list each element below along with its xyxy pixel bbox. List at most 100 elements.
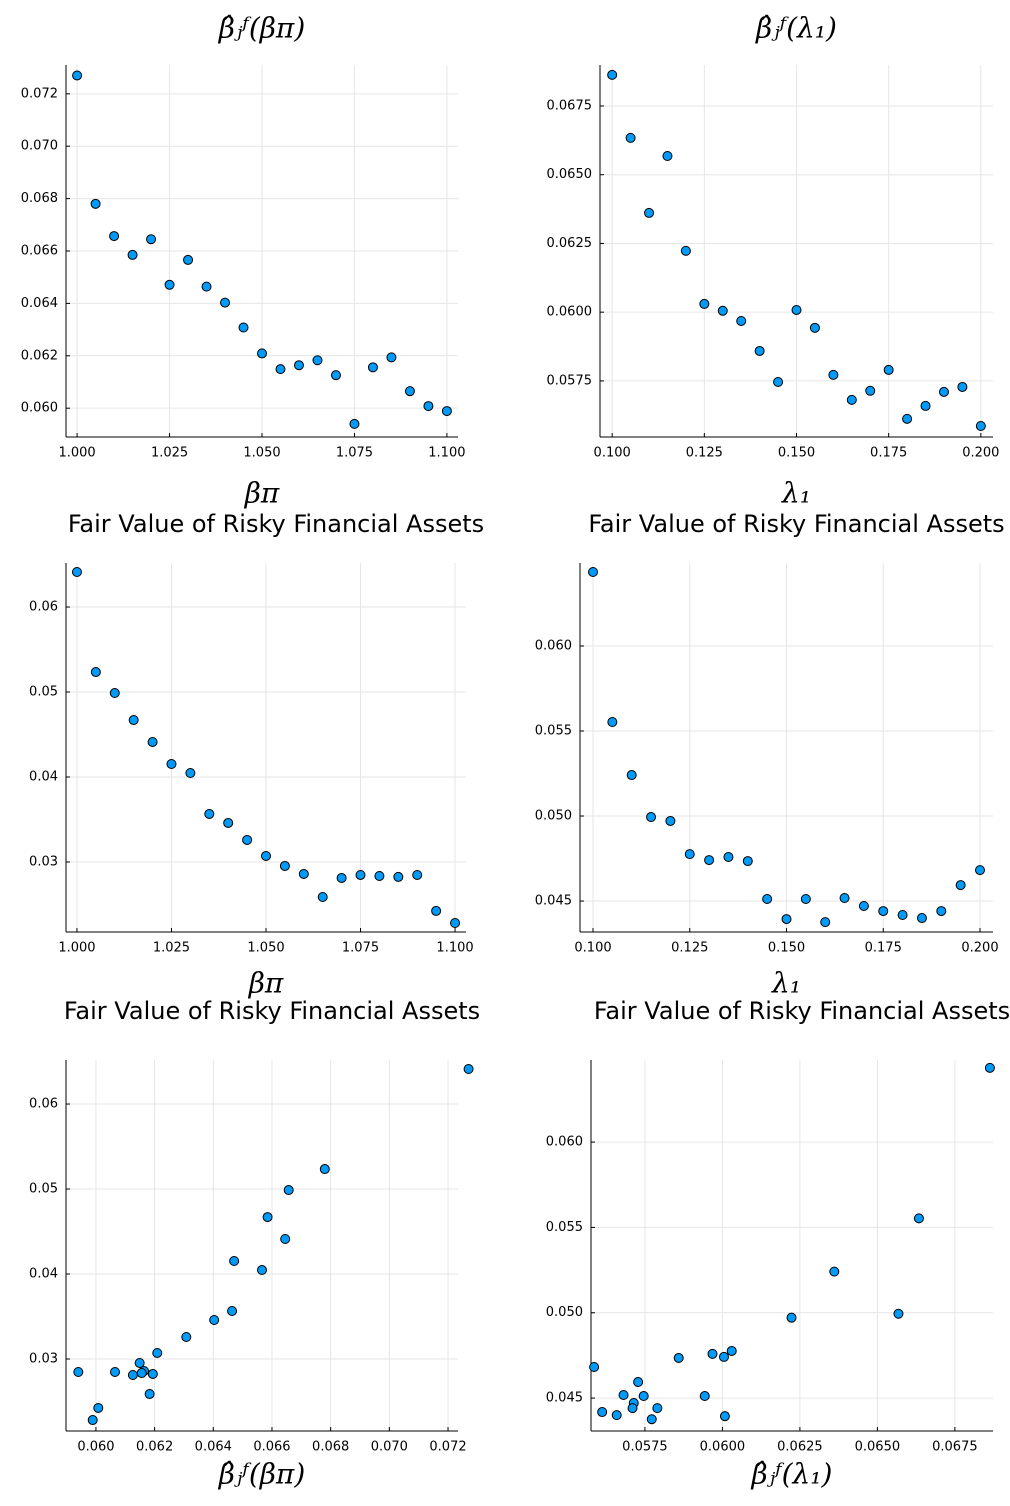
point [93, 1402, 104, 1413]
point [450, 917, 461, 928]
point [902, 413, 913, 424]
point [865, 385, 876, 396]
point [773, 377, 784, 388]
point [762, 894, 773, 905]
point [147, 1368, 158, 1379]
y-tick-label: 0.050 [546, 1305, 583, 1320]
chart-title: Fair Value of Risky Financial Assets [588, 510, 1004, 538]
point [204, 808, 215, 819]
point [166, 758, 177, 769]
y-tick-label: 0.03 [29, 1352, 58, 1367]
x-tick-label: 0.125 [671, 941, 708, 956]
point [611, 1410, 622, 1421]
point [938, 386, 949, 397]
chart-title: Fair Value of Risky Financial Assets [68, 510, 484, 538]
point [589, 1362, 600, 1373]
point [858, 900, 869, 911]
point [257, 348, 267, 359]
point [754, 345, 765, 356]
x-tick-label: 0.064 [195, 1440, 232, 1455]
point [786, 1312, 797, 1323]
point [625, 132, 636, 143]
x-tick-label: 0.150 [778, 446, 815, 461]
x-axis-label: β̂ⱼᶠ(βπ) [218, 1458, 306, 1491]
x-tick-label: 0.100 [574, 941, 611, 956]
y-tick-label: 0.060 [21, 401, 58, 416]
point [412, 869, 423, 880]
point [699, 1391, 710, 1402]
point [183, 254, 194, 265]
point [893, 1308, 904, 1319]
point [736, 315, 747, 326]
point [646, 1414, 657, 1425]
y-tick-label: 0.0650 [547, 167, 593, 182]
y-tick-label: 0.055 [546, 1220, 583, 1235]
point [293, 360, 304, 371]
point [201, 281, 212, 292]
x-axis-label: β̂ⱼᶠ(λ₁) [751, 1458, 833, 1491]
point [607, 69, 618, 80]
point [312, 355, 323, 366]
point [913, 1213, 924, 1224]
x-tick-label: 1.100 [436, 941, 473, 956]
point [820, 917, 831, 928]
point [280, 1233, 291, 1244]
x-tick-label: 0.070 [371, 1440, 408, 1455]
point [298, 868, 309, 879]
x-tick-label: 1.000 [58, 941, 95, 956]
point [229, 1256, 240, 1267]
point [883, 364, 894, 375]
x-tick-label: 1.025 [151, 446, 188, 461]
point [109, 231, 120, 242]
point [626, 770, 637, 781]
chart-title: β̂ⱼᶠ(λ₁) [755, 12, 837, 45]
point [71, 567, 82, 578]
point [349, 418, 360, 429]
x-tick-label: 0.062 [136, 1440, 173, 1455]
point [386, 352, 397, 363]
y-tick-label: 0.04 [29, 769, 58, 784]
point [644, 207, 655, 218]
point [828, 369, 839, 380]
x-tick-label: 0.066 [253, 1440, 290, 1455]
point [673, 1352, 684, 1363]
point [652, 1403, 663, 1414]
point [588, 567, 599, 578]
point [367, 362, 378, 373]
y-tick-label: 0.070 [21, 139, 58, 154]
point [662, 151, 673, 162]
point [336, 872, 347, 883]
point [73, 1367, 84, 1378]
x-tick-label: 0.0650 [855, 1440, 901, 1455]
point [897, 909, 908, 920]
x-tick-label: 0.100 [594, 446, 631, 461]
point [185, 767, 196, 778]
point [90, 198, 101, 209]
point [646, 812, 657, 823]
point [957, 381, 968, 392]
x-tick-label: 0.0625 [777, 1440, 823, 1455]
point [920, 400, 931, 411]
y-tick-label: 0.060 [546, 1135, 583, 1150]
point [423, 401, 434, 412]
point [955, 880, 966, 891]
point [152, 1347, 163, 1358]
point [742, 856, 753, 867]
point [719, 1411, 730, 1422]
point [181, 1331, 192, 1342]
point [717, 305, 728, 316]
x-tick-label: 1.075 [342, 941, 379, 956]
point [283, 1185, 294, 1196]
point [627, 1403, 638, 1414]
y-tick-label: 0.03 [29, 854, 58, 869]
point [936, 906, 947, 917]
y-tick-label: 0.06 [29, 600, 58, 615]
point [279, 860, 290, 871]
point [597, 1407, 608, 1418]
point [975, 421, 986, 432]
point [134, 1358, 145, 1369]
x-tick-label: 0.072 [429, 1440, 466, 1455]
point [374, 870, 385, 881]
x-tick-label: 0.0575 [622, 1440, 668, 1455]
point [87, 1415, 98, 1426]
